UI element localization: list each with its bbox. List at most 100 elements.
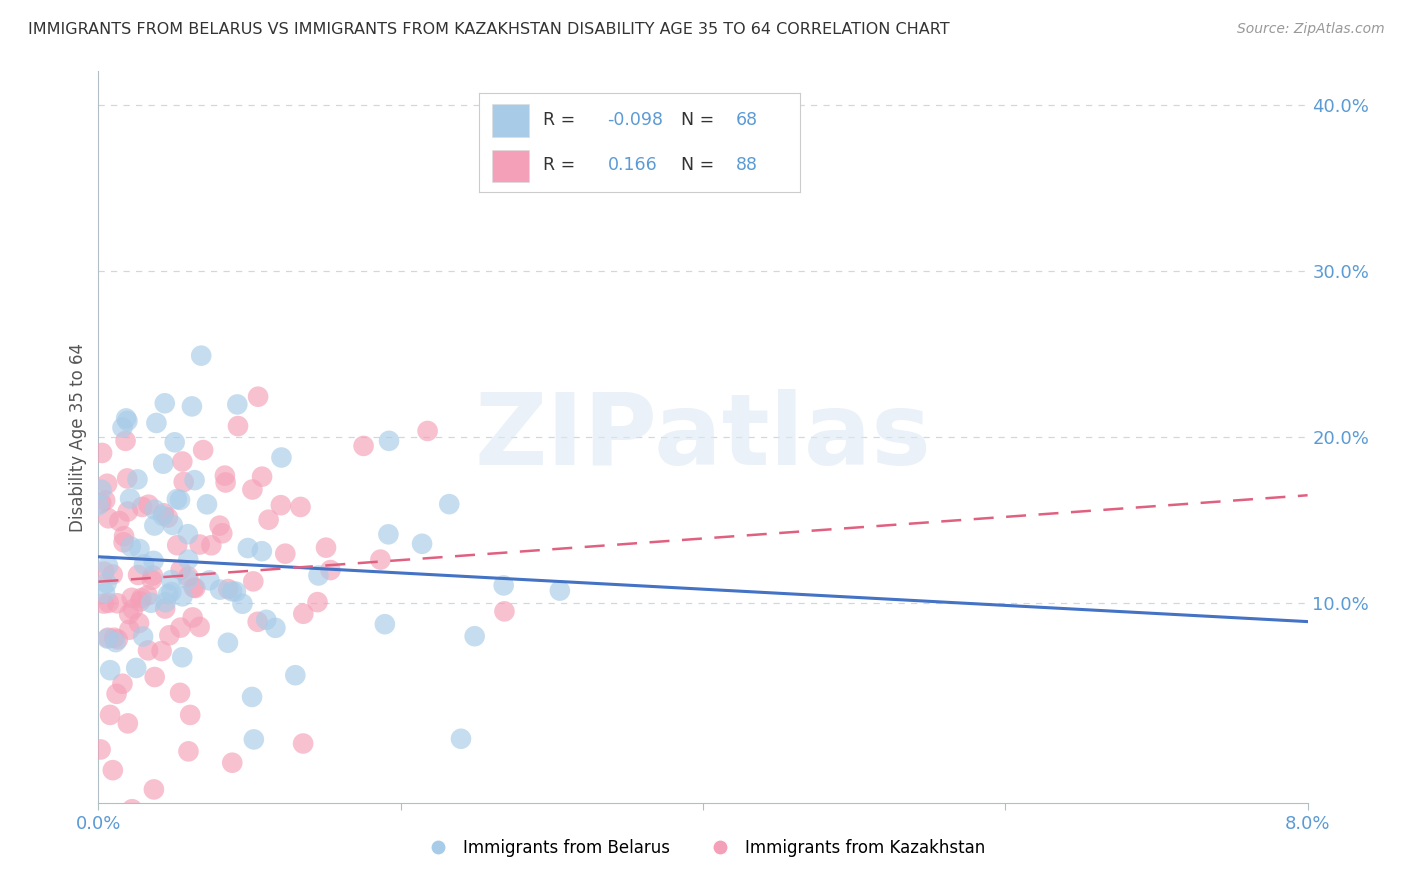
Point (169, 621, 191, 635)
Point (177, 527, 200, 541)
Point (172, 590, 194, 604)
Point (221, 756, 243, 770)
Point (464, 629, 486, 643)
Point (242, 483, 264, 497)
Point (153, 396, 176, 410)
Point (177, 552, 200, 566)
Point (217, 582, 239, 596)
Point (157, 628, 180, 642)
Point (121, 802, 143, 816)
Point (115, 411, 138, 425)
Point (236, 541, 259, 555)
Point (93, 597, 115, 611)
Point (163, 435, 186, 450)
Point (183, 473, 205, 487)
Point (250, 469, 273, 483)
Point (115, 471, 138, 485)
Point (105, 687, 128, 701)
Point (377, 527, 399, 541)
Point (131, 591, 153, 605)
Legend: Immigrants from Belarus, Immigrants from Kazakhstan: Immigrants from Belarus, Immigrants from… (415, 832, 991, 864)
Point (221, 584, 243, 599)
Point (184, 581, 207, 595)
Point (270, 498, 292, 512)
Point (143, 502, 166, 516)
Point (411, 537, 433, 551)
Point (117, 716, 139, 731)
Point (284, 668, 307, 682)
Point (160, 573, 183, 587)
Point (188, 620, 211, 634)
Point (166, 492, 188, 507)
Point (138, 498, 160, 512)
Point (152, 506, 174, 520)
Point (141, 573, 163, 587)
Point (129, 594, 152, 608)
Point (118, 607, 141, 621)
Point (494, 604, 516, 618)
Point (136, 588, 159, 602)
Text: IMMIGRANTS FROM BELARUS VS IMMIGRANTS FROM KAZAKHSTAN DISABILITY AGE 35 TO 64 CO: IMMIGRANTS FROM BELARUS VS IMMIGRANTS FR… (28, 22, 949, 37)
Point (211, 526, 233, 541)
Point (169, 563, 191, 577)
Point (156, 510, 179, 524)
Point (160, 585, 183, 599)
Point (157, 587, 180, 601)
Point (172, 650, 194, 665)
Point (127, 568, 149, 582)
Point (548, 583, 571, 598)
Point (118, 623, 141, 637)
Point (97, 558, 120, 573)
Point (374, 617, 396, 632)
Point (290, 500, 312, 514)
Point (353, 439, 375, 453)
Point (108, 514, 131, 528)
Point (117, 504, 139, 518)
Point (200, 538, 222, 552)
Point (90, 742, 112, 756)
Y-axis label: Disability Age 35 to 64: Disability Age 35 to 64 (69, 343, 87, 532)
Text: Source: ZipAtlas.com: Source: ZipAtlas.com (1237, 22, 1385, 37)
Point (274, 547, 297, 561)
Point (292, 607, 315, 621)
Point (90, 483, 112, 497)
Point (96, 632, 118, 646)
Point (264, 621, 287, 635)
Point (378, 434, 401, 448)
Point (225, 584, 247, 599)
Point (142, 568, 165, 582)
Point (117, 414, 139, 428)
Point (98, 663, 121, 677)
Point (307, 568, 329, 582)
Point (198, 574, 221, 588)
Point (136, 643, 159, 657)
Point (183, 581, 205, 595)
Point (190, 349, 212, 363)
Point (217, 636, 239, 650)
Point (139, 596, 162, 610)
Point (128, 615, 150, 630)
Point (155, 595, 177, 609)
Point (208, 518, 231, 533)
Point (177, 569, 200, 583)
Point (370, 552, 392, 566)
Point (97, 631, 120, 645)
Point (242, 574, 264, 589)
Point (152, 457, 174, 471)
Point (166, 538, 188, 552)
Point (226, 419, 249, 434)
Point (143, 518, 166, 533)
Point (101, 763, 124, 777)
Point (169, 492, 191, 507)
Point (257, 513, 280, 527)
Point (177, 744, 200, 758)
Point (181, 610, 204, 624)
Point (91, 446, 114, 460)
Point (97, 596, 120, 610)
Point (122, 602, 145, 616)
Point (125, 661, 148, 675)
Point (145, 416, 167, 430)
Point (98, 707, 121, 722)
Point (131, 500, 153, 514)
Point (96, 476, 118, 491)
